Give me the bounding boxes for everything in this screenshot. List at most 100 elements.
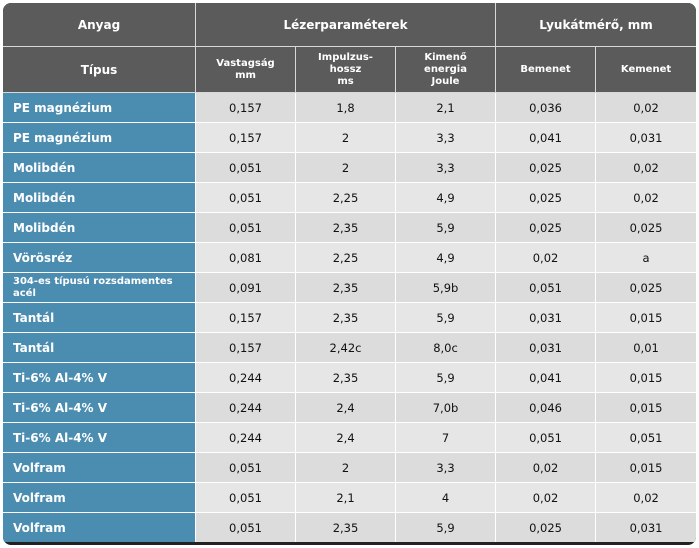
row-type: Ti-6% Al-4% V xyxy=(3,363,196,393)
header-energy-line3: Joule xyxy=(431,75,460,87)
row-pulse: 2,35 xyxy=(296,273,396,303)
header-thickness-line2: mm xyxy=(235,69,256,81)
row-energy: 3,3 xyxy=(396,153,497,183)
row-exit: 0,02 xyxy=(596,153,696,183)
table-row: Volfram 0,051 2 3,3 0,02 0,015 xyxy=(3,453,696,483)
laser-parameters-table: Anyag Lézerparaméterek Lyukátmérő, mm Tí… xyxy=(3,3,696,542)
table-row: Ti-6% Al-4% V 0,244 2,4 7,0b 0,046 0,015 xyxy=(3,393,696,423)
row-energy: 5,9 xyxy=(396,213,497,243)
row-exit: 0,015 xyxy=(596,453,696,483)
table-row: Molibdén 0,051 2,25 4,9 0,025 0,02 xyxy=(3,183,696,213)
row-energy: 5,9 xyxy=(396,363,497,393)
row-pulse: 2 xyxy=(296,153,396,183)
row-type: PE magnézium xyxy=(3,123,196,153)
row-type: Vörösréz xyxy=(3,243,196,273)
row-entry: 0,051 xyxy=(496,423,597,453)
row-entry: 0,041 xyxy=(496,123,597,153)
table-row: Volfram 0,051 2,1 4 0,02 0,02 xyxy=(3,483,696,513)
row-type-line2: acél xyxy=(13,287,36,299)
table-row: Molibdén 0,051 2,35 5,9 0,025 0,025 xyxy=(3,213,696,243)
row-pulse: 1,8 xyxy=(296,93,396,123)
row-type: Volfram xyxy=(3,483,196,513)
row-thickness: 0,051 xyxy=(196,153,296,183)
row-thickness: 0,157 xyxy=(196,333,296,363)
row-energy: 8,0c xyxy=(396,333,497,363)
row-thickness: 0,244 xyxy=(196,393,296,423)
header-pulse-line1: Impulzus- xyxy=(318,51,373,63)
row-entry: 0,031 xyxy=(496,303,597,333)
header-pulse-length: Impulzus- hossz ms xyxy=(296,47,396,93)
row-type: Ti-6% Al-4% V xyxy=(3,423,196,453)
header-hole-diameter: Lyukátmérő, mm xyxy=(496,3,696,47)
table-row: Tantál 0,157 2,42c 8,0c 0,031 0,01 xyxy=(3,333,696,363)
row-type: 304-es típusú rozsdamentes acél xyxy=(3,273,196,303)
row-entry: 0,025 xyxy=(496,153,597,183)
row-type: Molibdén xyxy=(3,183,196,213)
table-row: Ti-6% Al-4% V 0,244 2,4 7 0,051 0,051 xyxy=(3,423,696,453)
row-energy: 7,0b xyxy=(396,393,497,423)
row-exit: 0,031 xyxy=(596,513,696,542)
row-type: Molibdén xyxy=(3,153,196,183)
row-type: Volfram xyxy=(3,513,196,542)
row-entry: 0,025 xyxy=(496,513,597,542)
row-exit: 0,015 xyxy=(596,303,696,333)
row-exit: 0,02 xyxy=(596,93,696,123)
row-entry: 0,051 xyxy=(496,273,597,303)
row-type: Ti-6% Al-4% V xyxy=(3,393,196,423)
row-thickness: 0,051 xyxy=(196,183,296,213)
row-exit: 0,01 xyxy=(596,333,696,363)
table-row: 304-es típusú rozsdamentes acél 0,091 2,… xyxy=(3,273,696,303)
row-entry: 0,025 xyxy=(496,213,597,243)
row-thickness: 0,091 xyxy=(196,273,296,303)
row-pulse: 2,1 xyxy=(296,483,396,513)
row-thickness: 0,081 xyxy=(196,243,296,273)
header-thickness-line1: Vastagság xyxy=(216,57,275,69)
row-entry: 0,02 xyxy=(496,453,597,483)
row-type-line1: 304-es típusú rozsdamentes xyxy=(13,275,173,287)
table-row: Ti-6% Al-4% V 0,244 2,35 5,9 0,041 0,015 xyxy=(3,363,696,393)
row-pulse: 2,35 xyxy=(296,363,396,393)
table-row: Tantál 0,157 2,35 5,9 0,031 0,015 xyxy=(3,303,696,333)
row-exit: 0,025 xyxy=(596,213,696,243)
row-thickness: 0,051 xyxy=(196,213,296,243)
table-row: Molibdén 0,051 2 3,3 0,025 0,02 xyxy=(3,153,696,183)
header-energy-line1: Kimenő xyxy=(424,51,467,63)
row-energy: 5,9 xyxy=(396,303,497,333)
header-pulse-line2: hossz xyxy=(329,63,362,75)
row-energy: 5,9b xyxy=(396,273,497,303)
row-pulse: 2 xyxy=(296,123,396,153)
row-exit: a xyxy=(596,243,696,273)
header-energy-line2: energia xyxy=(424,63,467,75)
header-entry: Bemenet xyxy=(496,47,597,93)
row-thickness: 0,157 xyxy=(196,123,296,153)
row-pulse: 2,25 xyxy=(296,183,396,213)
row-type: Molibdén xyxy=(3,213,196,243)
row-entry: 0,02 xyxy=(496,243,597,273)
row-entry: 0,046 xyxy=(496,393,597,423)
row-entry: 0,036 xyxy=(496,93,597,123)
row-thickness: 0,244 xyxy=(196,363,296,393)
row-exit: 0,031 xyxy=(596,123,696,153)
header-row-groups: Anyag Lézerparaméterek Lyukátmérő, mm xyxy=(3,3,696,47)
row-pulse: 2 xyxy=(296,453,396,483)
row-energy: 4,9 xyxy=(396,183,497,213)
header-exit: Kemenet xyxy=(596,47,696,93)
row-type: Tantál xyxy=(3,333,196,363)
row-energy: 3,3 xyxy=(396,453,497,483)
row-entry: 0,041 xyxy=(496,363,597,393)
row-exit: 0,025 xyxy=(596,273,696,303)
row-exit: 0,015 xyxy=(596,363,696,393)
row-exit: 0,015 xyxy=(596,393,696,423)
row-exit: 0,02 xyxy=(596,483,696,513)
row-pulse: 2,4 xyxy=(296,423,396,453)
table-row: PE magnézium 0,157 1,8 2,1 0,036 0,02 xyxy=(3,93,696,123)
row-thickness: 0,051 xyxy=(196,483,296,513)
row-type: Volfram xyxy=(3,453,196,483)
row-entry: 0,025 xyxy=(496,183,597,213)
row-pulse: 2,4 xyxy=(296,393,396,423)
table-row: Volfram 0,051 2,35 5,9 0,025 0,031 xyxy=(3,513,696,542)
row-pulse: 2,42c xyxy=(296,333,396,363)
row-entry: 0,02 xyxy=(496,483,597,513)
row-pulse: 2,35 xyxy=(296,303,396,333)
table-row: Vörösréz 0,081 2,25 4,9 0,02 a xyxy=(3,243,696,273)
